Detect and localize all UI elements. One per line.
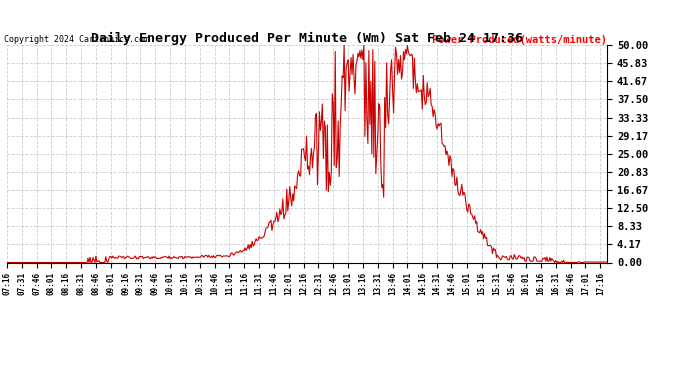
Text: Copyright 2024 Cartronics.com: Copyright 2024 Cartronics.com	[4, 35, 149, 44]
Text: Power Produced(watts/minute): Power Produced(watts/minute)	[432, 35, 607, 45]
Title: Daily Energy Produced Per Minute (Wm) Sat Feb 24 17:36: Daily Energy Produced Per Minute (Wm) Sa…	[91, 32, 523, 45]
